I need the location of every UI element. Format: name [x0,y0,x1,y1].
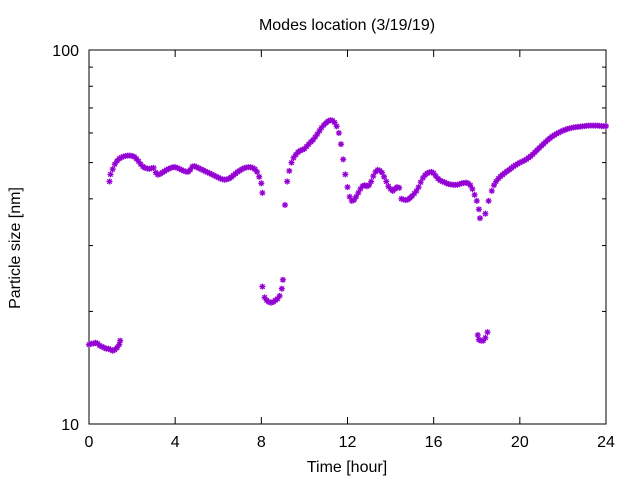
data-point [256,173,263,180]
data-point [109,166,116,173]
data-point [342,171,349,178]
data-point [340,156,347,163]
data-point [469,186,476,192]
data-point [288,159,295,166]
x-tick-label: 8 [257,434,266,451]
data-point [117,337,124,344]
plot-axes [88,49,607,425]
data-point [259,189,266,196]
data-point [482,210,489,217]
data-point [279,276,286,283]
x-tick-label: 16 [425,434,443,451]
data-point [473,197,480,204]
x-tick-label: 12 [339,434,357,451]
data-point [477,215,483,222]
x-tick-label: 24 [597,434,615,451]
data-point [276,292,283,299]
data-point [254,168,260,175]
data-point [111,161,118,168]
plot-frame [88,49,607,425]
data-point [107,171,114,178]
chart-title: Modes location (3/19/19) [259,17,435,34]
x-tick-label: 0 [85,434,94,451]
data-point [475,206,482,213]
data-point [381,173,388,180]
data-point [471,191,478,198]
x-tick-label: 4 [171,434,180,451]
data-point [516,159,523,166]
data-point [417,179,424,186]
data-point [282,202,288,208]
data-point [150,164,157,171]
y-tick-label: 10 [61,417,79,434]
data-point [370,173,377,180]
data-points [86,117,609,354]
data-point [488,187,495,194]
data-point [286,167,293,174]
data-point [603,123,609,130]
data-point [485,197,492,204]
data-point [482,334,489,341]
data-point [396,184,403,191]
data-point [555,129,562,136]
axis-ticks: 0 4 8 12 16 20 24 10 100 [52,43,615,451]
data-point [484,329,491,336]
y-tick-label: 100 [52,43,79,60]
data-point [344,184,351,191]
data-point [284,178,291,185]
data-point [106,178,113,185]
data-point [335,130,342,136]
data-point [474,332,481,338]
data-point [415,184,422,191]
y-axis-label: Particle size [nm] [7,187,24,309]
data-point [278,285,285,292]
data-point [333,123,340,130]
data-point [178,166,185,173]
data-point [383,178,390,185]
data-point [258,180,265,187]
data-point [259,283,266,290]
data-point [338,141,344,148]
x-axis-label: Time [hour] [307,459,387,476]
x-tick-label: 20 [511,434,529,451]
data-point [368,178,375,185]
